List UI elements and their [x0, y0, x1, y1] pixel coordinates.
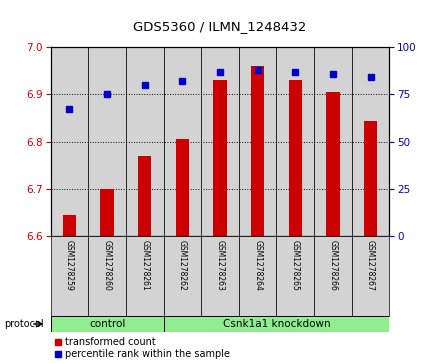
Bar [138, 156, 151, 236]
Bar [326, 92, 340, 236]
Bar [364, 121, 377, 236]
Bar [251, 66, 264, 236]
Bar [352, 236, 389, 316]
Legend: transformed count, percentile rank within the sample: transformed count, percentile rank withi… [55, 337, 230, 359]
Bar [126, 236, 164, 316]
Text: GSM1278261: GSM1278261 [140, 240, 149, 291]
Text: GSM1278265: GSM1278265 [291, 240, 300, 291]
Bar [63, 215, 76, 236]
Text: GSM1278262: GSM1278262 [178, 240, 187, 291]
Bar [164, 236, 201, 316]
Bar [126, 47, 164, 236]
Bar [88, 236, 126, 316]
Bar [314, 236, 352, 316]
Bar [176, 139, 189, 236]
Bar [201, 47, 239, 236]
Text: control: control [89, 319, 125, 329]
Text: GDS5360 / ILMN_1248432: GDS5360 / ILMN_1248432 [133, 20, 307, 33]
Bar [239, 47, 276, 236]
Text: GSM1278259: GSM1278259 [65, 240, 74, 291]
Bar [88, 47, 126, 236]
Bar [164, 316, 389, 332]
Text: protocol: protocol [4, 319, 44, 329]
Bar [352, 47, 389, 236]
Bar [276, 47, 314, 236]
Bar [289, 80, 302, 236]
Text: GSM1278260: GSM1278260 [103, 240, 112, 291]
Bar [100, 189, 114, 236]
Bar [213, 80, 227, 236]
Bar [51, 47, 88, 236]
Bar [164, 47, 201, 236]
Text: GSM1278266: GSM1278266 [328, 240, 337, 291]
Bar [239, 236, 276, 316]
Bar [201, 236, 239, 316]
Bar [314, 47, 352, 236]
Text: Csnk1a1 knockdown: Csnk1a1 knockdown [223, 319, 330, 329]
Bar [276, 236, 314, 316]
Text: GSM1278263: GSM1278263 [216, 240, 224, 291]
Text: GSM1278264: GSM1278264 [253, 240, 262, 291]
Bar [51, 316, 164, 332]
Text: GSM1278267: GSM1278267 [366, 240, 375, 291]
Bar [51, 236, 88, 316]
